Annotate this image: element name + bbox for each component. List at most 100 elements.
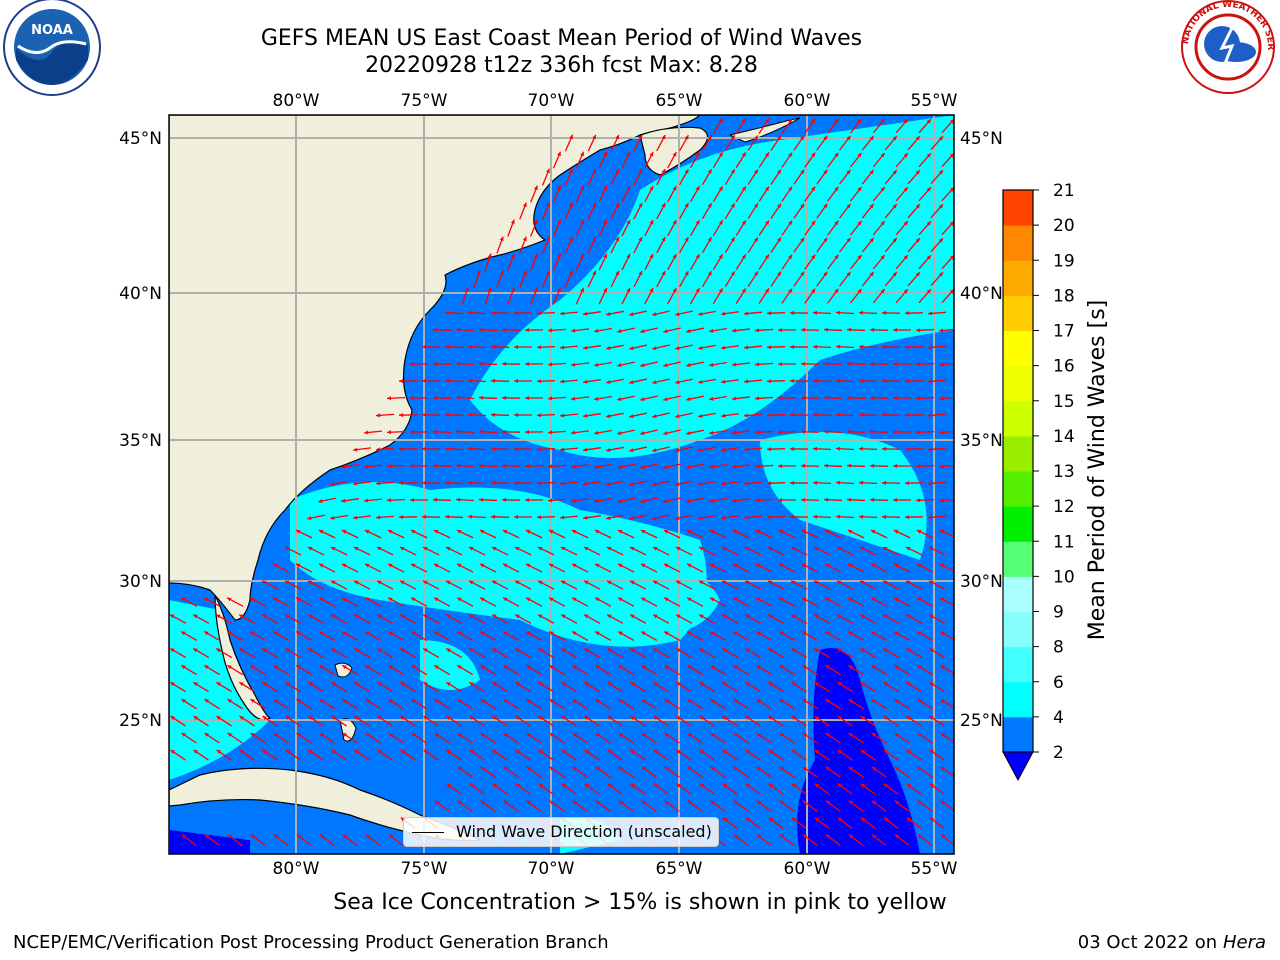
wave-direction-arrow — [491, 614, 509, 624]
wave-direction-arrow — [871, 800, 887, 812]
wave-direction-arrow — [743, 311, 763, 316]
wave-direction-arrow — [860, 783, 876, 795]
wave-direction-arrow — [479, 597, 497, 607]
wave-direction-arrow — [679, 202, 689, 220]
wave-direction-arrow — [525, 597, 543, 607]
wave-direction-arrow — [882, 681, 900, 693]
wave-direction-arrow — [858, 480, 878, 485]
wave-direction-arrow — [824, 664, 842, 676]
wave-direction-arrow — [800, 361, 820, 366]
wave-direction-arrow — [422, 647, 440, 659]
wave-direction-arrow — [709, 497, 727, 503]
wave-direction-arrow — [721, 681, 739, 693]
colorbar-tick-label: 10 — [1053, 567, 1075, 587]
wave-direction-arrow — [455, 395, 475, 400]
wave-direction-arrow — [804, 288, 816, 304]
wave-direction-arrow — [791, 749, 807, 761]
wave-direction-arrow — [754, 362, 774, 367]
wave-direction-arrow — [698, 446, 716, 452]
wave-direction-arrow — [537, 580, 555, 590]
wave-direction-arrow — [548, 529, 566, 539]
wave-direction-arrow — [766, 345, 786, 350]
wave-direction-arrow — [701, 270, 713, 288]
wave-direction-arrow — [793, 271, 805, 287]
wave-direction-arrow — [341, 464, 359, 469]
wave-direction-arrow — [812, 378, 832, 383]
machine-name: Hera — [1222, 932, 1266, 953]
wave-direction-arrow — [547, 464, 567, 469]
wave-direction-arrow — [894, 833, 910, 847]
wave-direction-arrow — [536, 413, 556, 418]
wave-direction-arrow — [915, 464, 935, 469]
wave-direction-arrow — [491, 681, 509, 693]
wave-direction-arrow — [894, 732, 910, 744]
wave-direction-arrow — [892, 463, 912, 469]
wave-direction-arrow — [652, 647, 670, 659]
colorbar: 2 4 6 8 9 10 11 12 13 14 15 16 17 18 19 20 21 — [1002, 181, 1075, 782]
wave-direction-arrow — [423, 749, 439, 761]
wave-direction-arrow — [941, 118, 954, 134]
wave-direction-arrow — [480, 766, 496, 778]
wave-direction-arrow — [800, 395, 820, 400]
wave-direction-arrow — [676, 715, 692, 727]
wave-direction-arrow — [872, 220, 886, 236]
wave-direction-arrow — [387, 529, 405, 539]
wave-direction-arrow — [618, 800, 634, 812]
wave-direction-arrow — [767, 580, 785, 590]
wave-direction-arrow — [630, 749, 646, 761]
wave-direction-arrow — [766, 413, 786, 418]
wave-direction-arrow — [699, 783, 715, 795]
wave-direction-arrow — [652, 412, 670, 419]
wave-direction-arrow — [802, 732, 818, 744]
wave-direction-arrow — [524, 430, 544, 435]
wave-direction-arrow — [906, 749, 922, 761]
wave-direction-arrow — [295, 597, 313, 607]
wave-direction-arrow — [507, 253, 515, 271]
wave-direction-arrow — [813, 614, 831, 624]
wave-direction-arrow — [675, 412, 693, 419]
lat-label-left: 45°N — [119, 129, 162, 149]
wave-direction-arrow — [858, 446, 878, 451]
wave-direction-arrow — [363, 464, 383, 469]
wave-direction-arrow — [180, 597, 198, 607]
wave-direction-arrow — [455, 327, 475, 332]
wave-direction-arrow — [181, 698, 197, 710]
wave-direction-arrow — [354, 715, 370, 727]
colorbar-segment — [1003, 400, 1033, 437]
wave-direction-arrow — [457, 698, 473, 710]
wave-direction-arrow — [598, 185, 608, 203]
wave-direction-arrow — [410, 563, 428, 573]
wave-direction-arrow — [663, 563, 681, 573]
wave-direction-arrow — [768, 783, 784, 795]
wave-direction-arrow — [652, 344, 670, 351]
wave-direction-arrow — [249, 597, 267, 607]
wave-direction-arrow — [689, 253, 701, 271]
wave-direction-arrow — [227, 732, 243, 744]
arrow-legend: Wind Wave Direction (unscaled) — [403, 817, 719, 847]
wave-direction-arrow — [675, 546, 693, 556]
wave-direction-arrow — [468, 647, 486, 659]
wave-direction-arrow — [353, 546, 371, 556]
wave-direction-arrow — [273, 732, 289, 744]
wave-direction-arrow — [720, 345, 740, 350]
wave-direction-arrow — [552, 253, 562, 271]
wave-direction-arrow — [484, 253, 492, 271]
wave-direction-arrow — [583, 413, 601, 418]
wave-direction-arrow — [610, 270, 620, 288]
wave-direction-arrow — [747, 237, 759, 253]
wave-direction-arrow — [501, 327, 521, 332]
wave-direction-arrow — [226, 630, 244, 642]
wave-direction-arrow — [181, 833, 197, 847]
wave-direction-arrow — [698, 647, 716, 659]
wave-direction-arrow — [536, 311, 556, 316]
map-frame — [168, 114, 955, 855]
wave-direction-arrow — [721, 580, 739, 590]
wave-direction-arrow — [387, 597, 405, 607]
wave-direction-arrow — [547, 498, 567, 503]
wave-direction-arrow — [514, 614, 532, 624]
lat-label-right: 35°N — [960, 431, 1003, 451]
wave-direction-arrow — [478, 463, 498, 468]
wave-direction-arrow — [606, 546, 624, 556]
wave-direction-arrow — [541, 270, 551, 288]
wave-direction-arrow — [747, 169, 759, 185]
